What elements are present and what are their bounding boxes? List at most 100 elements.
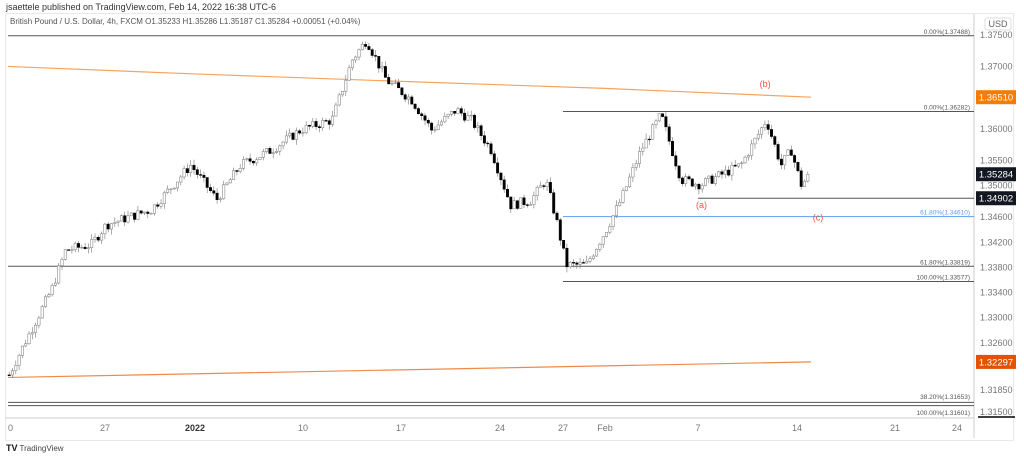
fib-level-label: 100.00%(1.31601)	[917, 410, 971, 417]
candle-down	[133, 212, 137, 220]
candle-up	[700, 185, 704, 190]
candle-down	[575, 262, 579, 265]
brand-text: TradingView	[19, 444, 64, 453]
candle-down	[106, 223, 110, 230]
candle-up	[740, 162, 744, 164]
moving-average-line	[7, 361, 812, 379]
candle-up	[763, 124, 767, 128]
candle-up	[760, 127, 764, 135]
candle-down	[324, 120, 328, 122]
candle-up	[512, 200, 516, 210]
fib-level-label: 0.00%(1.36282)	[924, 105, 970, 112]
y-tick-label: 1.36000	[980, 124, 1013, 134]
candle-up	[595, 249, 599, 257]
y-tick-label: 1.33400	[980, 288, 1013, 298]
candle-down	[489, 143, 493, 155]
candle-up	[638, 151, 641, 164]
candle-up	[301, 132, 305, 134]
candle-up	[585, 261, 589, 264]
price-badge	[976, 167, 1016, 182]
candle-down	[733, 164, 737, 167]
candle-down	[430, 122, 434, 131]
candle-up	[657, 113, 661, 122]
candle-down	[96, 237, 100, 241]
candle-up	[166, 188, 170, 193]
candle-down	[400, 87, 404, 95]
wave-label: (c)	[813, 212, 824, 222]
candle-down	[502, 179, 506, 190]
fib-level-label: 0.00%(1.37488)	[924, 29, 970, 36]
candle-up	[218, 198, 222, 200]
candle-down	[522, 197, 526, 205]
candle-down	[298, 130, 302, 134]
candle-up	[113, 222, 117, 224]
candle-up	[529, 204, 533, 206]
candle-down	[199, 174, 203, 176]
x-tick-label: Feb	[597, 423, 613, 433]
candle-up	[162, 192, 166, 204]
candle-down	[251, 160, 255, 164]
x-tick-label: 24	[495, 423, 505, 433]
candle-down	[420, 113, 424, 117]
candle-up	[611, 215, 615, 227]
x-tick-label: 0	[8, 423, 13, 433]
candle-down	[235, 170, 239, 172]
candle-up	[532, 195, 536, 205]
candle-up	[545, 182, 549, 187]
candle-up	[641, 147, 645, 152]
candle-down	[123, 215, 127, 223]
candle-up	[621, 190, 625, 203]
candle-down	[67, 249, 71, 251]
candle-up	[344, 80, 348, 92]
candle-up	[654, 120, 658, 125]
candle-down	[661, 113, 665, 117]
price-badge-label: 1.35284	[979, 170, 1013, 181]
candle-up	[27, 333, 31, 344]
candle-up	[232, 170, 236, 180]
candle-up	[466, 115, 470, 121]
candle-down	[720, 171, 724, 175]
candle-up	[284, 135, 288, 143]
chart-frame	[5, 13, 1014, 441]
candle-up	[80, 246, 84, 249]
candle-down	[215, 192, 219, 200]
candle-up	[436, 124, 440, 130]
candle-down	[492, 153, 496, 164]
candle-down	[410, 96, 414, 105]
candle-down	[463, 112, 467, 121]
candle-up	[242, 159, 245, 169]
candle-down	[515, 200, 519, 209]
candle-down	[291, 132, 295, 140]
candle-up	[723, 169, 727, 175]
candle-up	[57, 265, 61, 284]
candle-down	[327, 120, 331, 125]
candle-down	[770, 129, 773, 137]
candle-up	[228, 179, 232, 184]
candle-up	[456, 108, 460, 114]
candle-down	[479, 125, 483, 136]
candle-up	[624, 186, 628, 191]
candle-up	[588, 258, 592, 262]
candle-up	[433, 129, 437, 131]
candle-down	[647, 138, 651, 141]
candle-up	[803, 180, 806, 187]
candle-up	[321, 120, 325, 128]
candle-up	[449, 111, 453, 115]
candle-down	[202, 174, 206, 178]
candle-up	[126, 215, 130, 223]
x-tick-label: 2022	[185, 423, 205, 433]
x-tick-label: 10	[298, 423, 308, 433]
candle-down	[314, 121, 318, 127]
y-tick-label: 1.35500	[980, 156, 1013, 166]
candle-down	[697, 183, 701, 190]
candle-up	[53, 282, 57, 286]
candle-down	[552, 192, 556, 214]
candle-up	[535, 187, 539, 196]
candle-up	[37, 317, 41, 326]
candle-down	[680, 177, 684, 184]
candle-up	[136, 210, 140, 220]
candle-down	[426, 119, 430, 124]
candle-up	[357, 49, 361, 58]
y-tick-label: 1.37000	[980, 61, 1013, 71]
